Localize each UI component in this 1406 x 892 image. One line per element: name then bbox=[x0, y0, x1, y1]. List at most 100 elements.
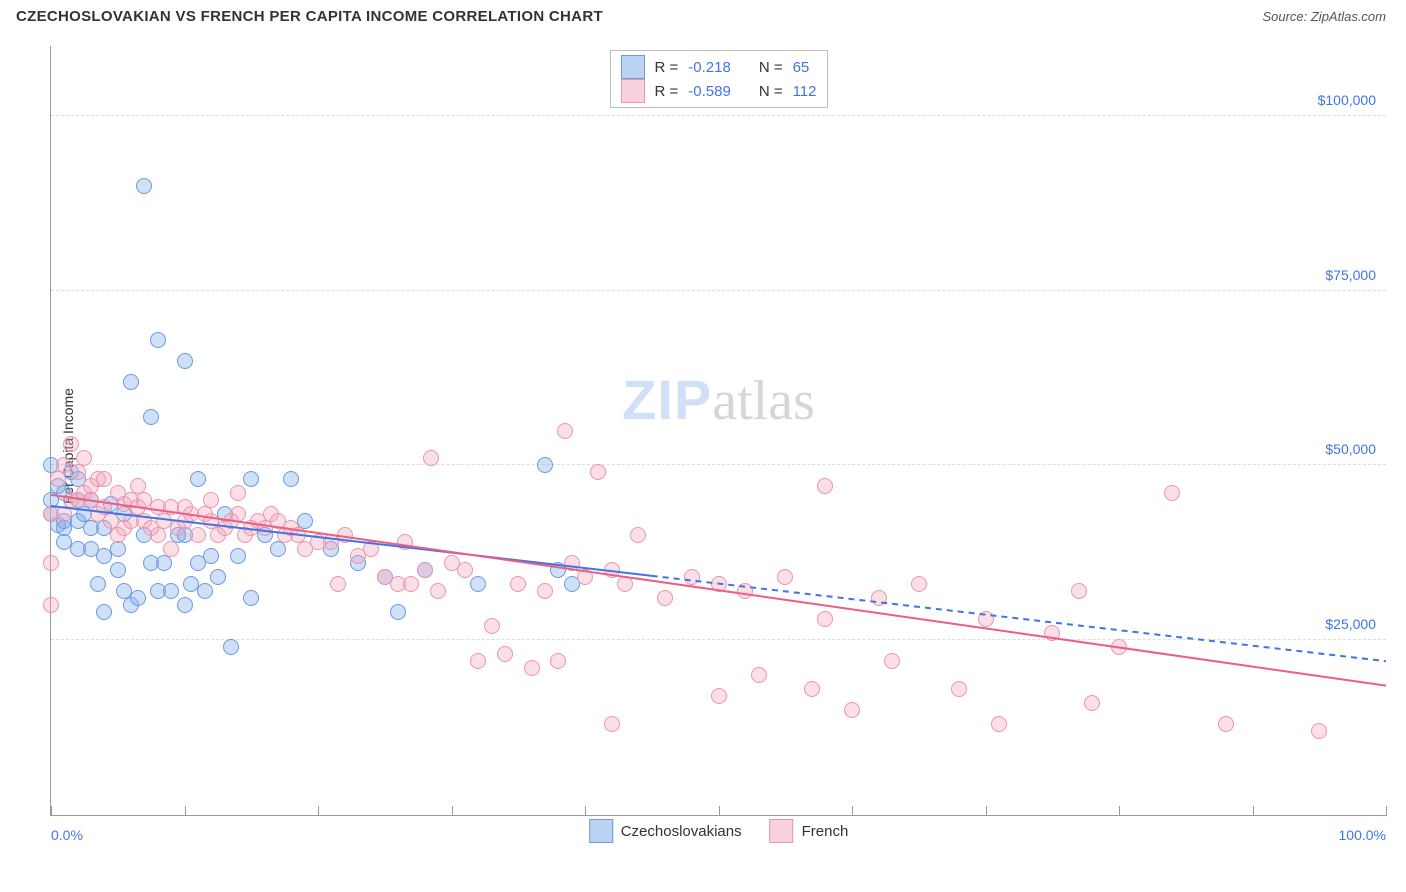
data-point-czechoslovakians bbox=[283, 471, 299, 487]
r-value-a: -0.218 bbox=[688, 59, 731, 76]
data-point-czechoslovakians bbox=[90, 576, 106, 592]
data-point-french bbox=[497, 646, 513, 662]
data-point-french bbox=[991, 716, 1007, 732]
data-point-french bbox=[470, 653, 486, 669]
chart-source: Source: ZipAtlas.com bbox=[1262, 9, 1386, 24]
data-point-french bbox=[871, 590, 887, 606]
data-point-french bbox=[711, 688, 727, 704]
gridline-h bbox=[51, 464, 1386, 465]
gridline-h bbox=[51, 639, 1386, 640]
x-tick bbox=[1253, 806, 1254, 816]
stats-swatch-a bbox=[621, 55, 645, 79]
data-point-french bbox=[76, 450, 92, 466]
x-tick bbox=[51, 806, 52, 816]
stats-legend-row-b: R = -0.589 N = 112 bbox=[621, 79, 817, 103]
color-legend-b: French bbox=[770, 819, 849, 843]
x-tick bbox=[852, 806, 853, 816]
data-point-czechoslovakians bbox=[177, 353, 193, 369]
watermark-atlas: atlas bbox=[712, 370, 815, 432]
data-point-french bbox=[524, 660, 540, 676]
data-point-french bbox=[657, 590, 673, 606]
color-legend-a: Czechoslovakians bbox=[589, 819, 742, 843]
data-point-french bbox=[163, 541, 179, 557]
data-point-french bbox=[1071, 583, 1087, 599]
gridline-h bbox=[51, 115, 1386, 116]
data-point-french bbox=[751, 667, 767, 683]
r-label-a: R = bbox=[655, 59, 679, 76]
data-point-french bbox=[484, 618, 500, 634]
data-point-french bbox=[737, 583, 753, 599]
data-point-czechoslovakians bbox=[130, 590, 146, 606]
data-point-czechoslovakians bbox=[390, 604, 406, 620]
data-point-french bbox=[63, 436, 79, 452]
data-point-french bbox=[43, 597, 59, 613]
stats-swatch-b bbox=[621, 79, 645, 103]
data-point-french bbox=[844, 702, 860, 718]
data-point-french bbox=[804, 681, 820, 697]
y-tick-label: $100,000 bbox=[1318, 92, 1376, 108]
data-point-french bbox=[1311, 723, 1327, 739]
chart-container: Per Capita Income ZIPatlas R = -0.218 N … bbox=[16, 36, 1390, 856]
data-point-french bbox=[604, 716, 620, 732]
x-axis-label-right: 100.0% bbox=[1339, 827, 1386, 843]
data-point-french bbox=[397, 534, 413, 550]
chart-header: CZECHOSLOVAKIAN VS FRENCH PER CAPITA INC… bbox=[0, 0, 1406, 29]
data-point-czechoslovakians bbox=[136, 178, 152, 194]
n-value-a: 65 bbox=[793, 59, 810, 76]
data-point-czechoslovakians bbox=[203, 548, 219, 564]
r-value-b: -0.589 bbox=[688, 83, 731, 100]
data-point-french bbox=[330, 576, 346, 592]
chart-title: CZECHOSLOVAKIAN VS FRENCH PER CAPITA INC… bbox=[16, 8, 603, 25]
data-point-czechoslovakians bbox=[123, 374, 139, 390]
x-tick bbox=[986, 806, 987, 816]
data-point-french bbox=[203, 492, 219, 508]
data-point-czechoslovakians bbox=[210, 569, 226, 585]
data-point-french bbox=[911, 576, 927, 592]
r-label-b: R = bbox=[655, 83, 679, 100]
data-point-czechoslovakians bbox=[110, 541, 126, 557]
data-point-czechoslovakians bbox=[177, 597, 193, 613]
data-point-french bbox=[817, 478, 833, 494]
data-point-french bbox=[403, 576, 419, 592]
x-tick bbox=[585, 806, 586, 816]
data-point-french bbox=[417, 562, 433, 578]
data-point-french bbox=[951, 681, 967, 697]
data-point-french bbox=[96, 471, 112, 487]
data-point-czechoslovakians bbox=[197, 583, 213, 599]
data-point-french bbox=[43, 555, 59, 571]
data-point-czechoslovakians bbox=[243, 471, 259, 487]
data-point-french bbox=[1044, 625, 1060, 641]
x-tick bbox=[452, 806, 453, 816]
data-point-french bbox=[884, 653, 900, 669]
data-point-french bbox=[363, 541, 379, 557]
data-point-czechoslovakians bbox=[156, 555, 172, 571]
data-point-czechoslovakians bbox=[270, 541, 286, 557]
data-point-czechoslovakians bbox=[470, 576, 486, 592]
data-point-french bbox=[190, 527, 206, 543]
x-tick bbox=[719, 806, 720, 816]
n-label-a: N = bbox=[759, 59, 783, 76]
data-point-french bbox=[590, 464, 606, 480]
x-tick bbox=[318, 806, 319, 816]
data-point-french bbox=[711, 576, 727, 592]
data-point-french bbox=[617, 576, 633, 592]
data-point-french bbox=[510, 576, 526, 592]
x-tick bbox=[1119, 806, 1120, 816]
data-point-french bbox=[337, 527, 353, 543]
data-point-french bbox=[1111, 639, 1127, 655]
color-legend: Czechoslovakians French bbox=[589, 819, 849, 843]
source-name: ZipAtlas.com bbox=[1311, 9, 1386, 24]
color-swatch-a bbox=[589, 819, 613, 843]
data-point-french bbox=[430, 583, 446, 599]
data-point-french bbox=[684, 569, 700, 585]
y-tick-label: $25,000 bbox=[1325, 616, 1376, 632]
color-swatch-b bbox=[770, 819, 794, 843]
data-point-french bbox=[978, 611, 994, 627]
x-tick bbox=[1386, 806, 1387, 816]
data-point-french bbox=[777, 569, 793, 585]
n-value-b: 112 bbox=[793, 83, 817, 100]
data-point-czechoslovakians bbox=[150, 332, 166, 348]
y-tick-label: $75,000 bbox=[1325, 267, 1376, 283]
n-label-b: N = bbox=[759, 83, 783, 100]
data-point-french bbox=[577, 569, 593, 585]
